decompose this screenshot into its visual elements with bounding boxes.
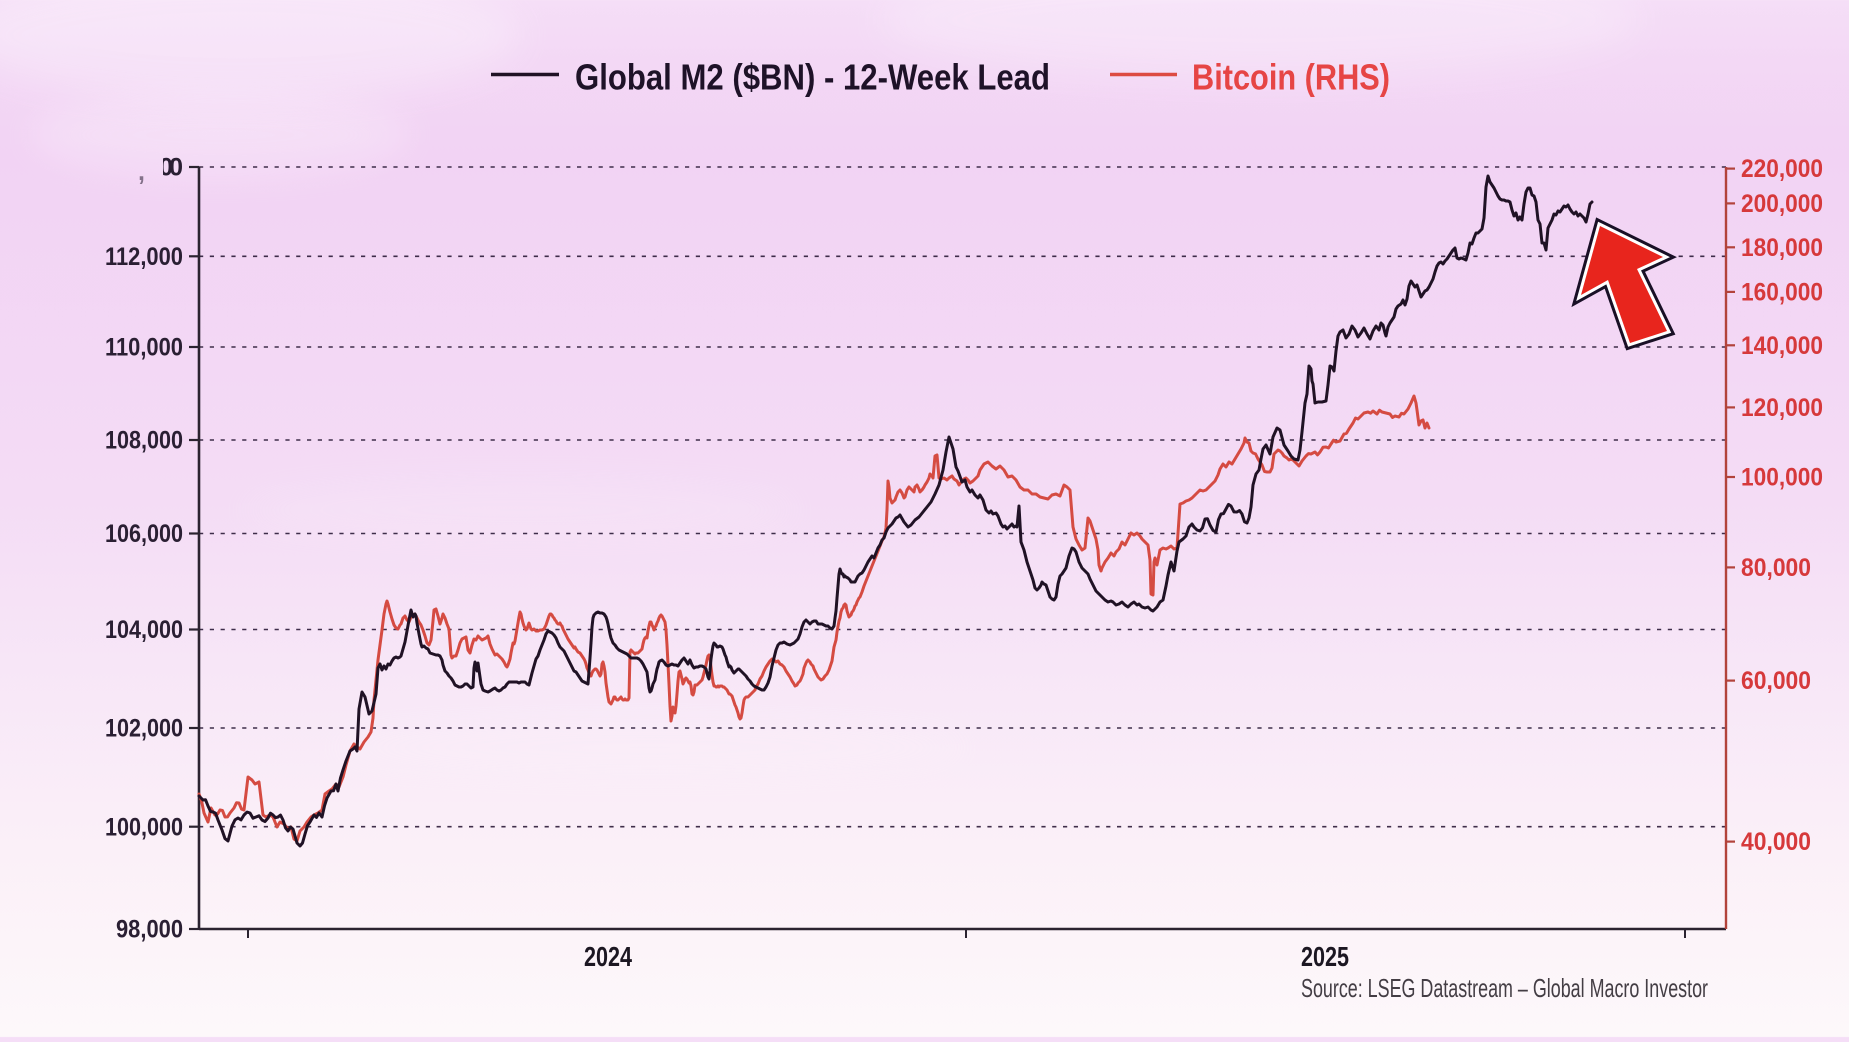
svg-text:110,000: 110,000 — [105, 334, 183, 362]
svg-text:80,000: 80,000 — [1741, 554, 1811, 582]
svg-text:120,000: 120,000 — [1741, 394, 1823, 422]
svg-text:Global M2 ($BN) - 12-Week Lead: Global M2 ($BN) - 12-Week Lead — [575, 57, 1050, 98]
svg-text:40,000: 40,000 — [1741, 828, 1811, 856]
svg-text:Source: LSEG Datastream – Glob: Source: LSEG Datastream – Global Macro I… — [1301, 973, 1708, 1003]
svg-text:60,000: 60,000 — [1741, 667, 1811, 695]
svg-text:98,000: 98,000 — [116, 916, 183, 944]
svg-text:160,000: 160,000 — [1741, 279, 1823, 307]
svg-text:Bitcoin (RHS): Bitcoin (RHS) — [1192, 57, 1390, 98]
svg-text:100,000: 100,000 — [105, 813, 183, 841]
svg-text:220,000: 220,000 — [1741, 155, 1823, 183]
svg-text:2024: 2024 — [584, 941, 632, 972]
svg-text:112,000: 112,000 — [105, 243, 183, 271]
svg-text:104,000: 104,000 — [105, 616, 183, 644]
svg-text:0: 0 — [159, 154, 173, 182]
svg-text:106,000: 106,000 — [105, 520, 183, 548]
svg-text:200,000: 200,000 — [1741, 190, 1823, 218]
svg-text:140,000: 140,000 — [1741, 332, 1823, 360]
svg-text:102,000: 102,000 — [105, 715, 183, 743]
svg-text:180,000: 180,000 — [1741, 234, 1823, 262]
svg-text:0: 0 — [169, 154, 183, 182]
svg-text:,: , — [138, 158, 145, 186]
svg-text:2025: 2025 — [1301, 941, 1349, 972]
svg-text:108,000: 108,000 — [105, 427, 183, 455]
svg-text:100,000: 100,000 — [1741, 464, 1823, 492]
